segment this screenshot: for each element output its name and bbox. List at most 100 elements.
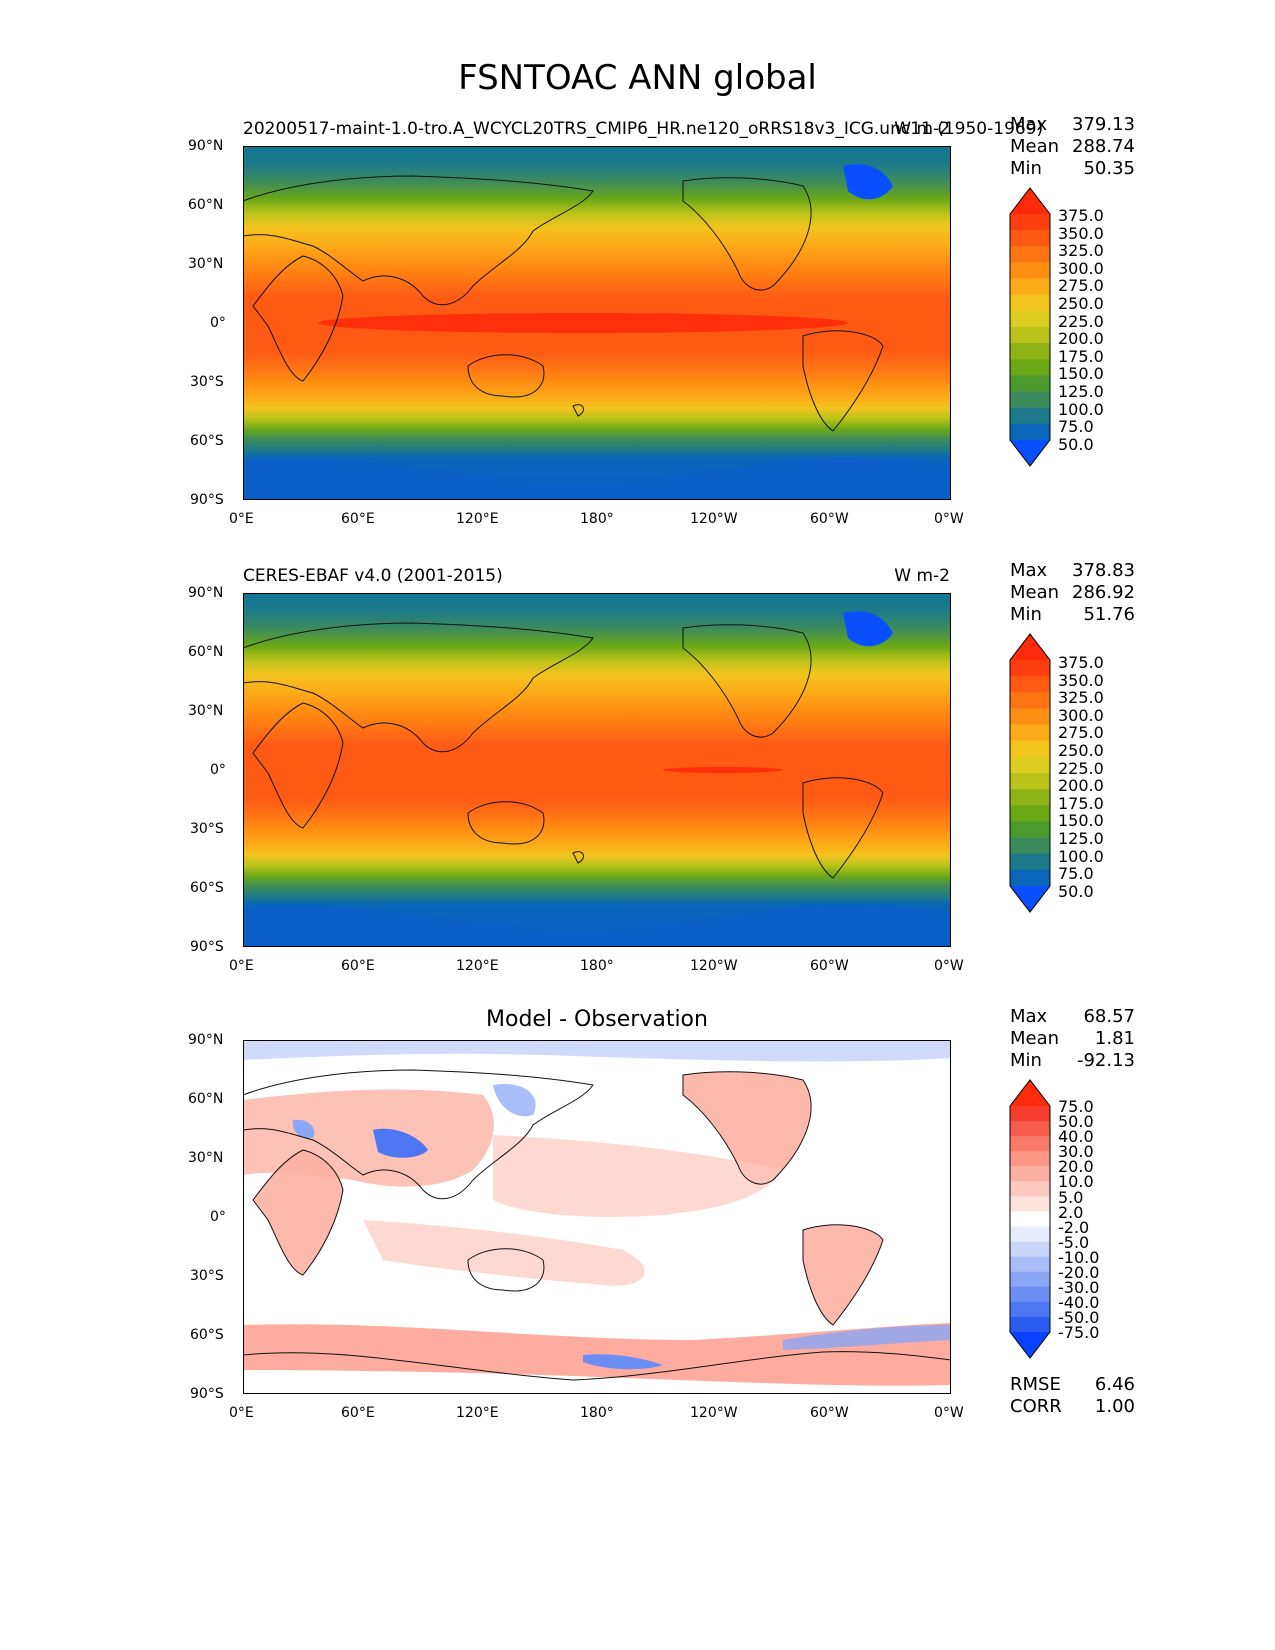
itcz-band: [318, 313, 848, 333]
y-tick-label: 60°S: [190, 880, 224, 896]
colorbar-swatch: [1010, 230, 1050, 247]
stat-value: 68.57: [1083, 1006, 1135, 1027]
colorbar-swatch: [1010, 1136, 1050, 1152]
map-frame: [243, 593, 951, 947]
x-tick-label: 60°W: [810, 511, 849, 527]
colorbar-swatch: [1010, 837, 1050, 855]
colorbar-swatch: [1010, 853, 1050, 871]
y-tick-label: 90°N: [188, 1032, 224, 1048]
colorbar-label: 50.0: [1058, 1112, 1094, 1132]
colorbar-label: 125.0: [1058, 381, 1104, 401]
colorbar-swatch: [1010, 407, 1050, 425]
panel-3-extra-stats: RMSE 6.46 CORR 1.00: [1010, 1374, 1135, 1418]
colorbar-swatch: [1010, 1241, 1050, 1258]
colorbar-outline: [1009, 187, 1051, 467]
y-tick-label: 30°N: [188, 703, 224, 719]
colorbar-swatch: [1010, 692, 1050, 709]
colorbar-label: 175.0: [1058, 346, 1104, 366]
colorbar-swatch: [1010, 1256, 1050, 1273]
colorbar-label: 375.0: [1058, 653, 1104, 672]
colorbar-swatch: [1010, 1211, 1050, 1228]
y-tick-label: 30°S: [190, 374, 224, 390]
colorbar-swatch: [1010, 1166, 1050, 1182]
stat-value: 1.81: [1094, 1028, 1135, 1049]
colorbar-extend-bottom: [1010, 886, 1050, 912]
x-tick-label: 180°: [580, 1405, 614, 1421]
stat-value: 6.46: [1094, 1374, 1135, 1395]
x-tick-label: 0°W: [934, 958, 964, 974]
x-tick-label: 120°W: [690, 958, 738, 974]
y-tick-label: 90°N: [188, 585, 224, 601]
colorbar-label: 75.0: [1058, 417, 1094, 437]
colorbar-label: -30.0: [1058, 1278, 1100, 1298]
x-tick-label: 60°W: [810, 958, 849, 974]
y-tick-label: 30°S: [190, 1268, 224, 1284]
colorbar-swatch: [1010, 789, 1050, 806]
colorbar-swatch: [1010, 359, 1050, 376]
x-tick-label: 180°: [580, 511, 614, 527]
x-tick-label: 120°E: [456, 958, 499, 974]
colorbar-label: 350.0: [1058, 670, 1104, 690]
itcz-band: [663, 767, 783, 773]
colorbar-swatch: [1010, 262, 1050, 280]
x-tick-label: 0°E: [229, 511, 254, 527]
colorbar-swatch: [1010, 327, 1050, 344]
colorbar-swatch: [1010, 423, 1050, 441]
colorbar-label: -40.0: [1058, 1293, 1100, 1313]
colorbar-swatch: [1010, 660, 1050, 677]
antarctica: [243, 457, 951, 500]
panel-1-stats: Max 379.13 Mean 288.74 Min 50.35: [1010, 114, 1135, 180]
y-tick-label: 90°S: [190, 492, 224, 508]
colorbar-label: 300.0: [1058, 705, 1104, 725]
panel-1-title-right: W m-2: [894, 119, 950, 139]
panel-3-colorbar-labels: 75.0 50.0 40.0 30.0 20.0 10.0 5.0 2.0 -2…: [1058, 1098, 1100, 1341]
y-tick-label: 60°S: [190, 433, 224, 449]
x-tick-label: 60°E: [341, 958, 375, 974]
y-tick-label: 30°N: [188, 256, 224, 272]
y-tick-label: 60°N: [188, 197, 224, 213]
colorbar-label: 5.0: [1058, 1187, 1084, 1207]
colorbar-swatch: [1010, 1286, 1050, 1303]
colorbar-label: -2.0: [1058, 1217, 1090, 1237]
antarctica: [243, 904, 951, 947]
colorbar-label: 40.0: [1058, 1127, 1094, 1147]
panel-2-title-left: CERES-EBAF v4.0 (2001-2015): [243, 566, 503, 586]
colorbar-label: 375.0: [1058, 206, 1104, 225]
colorbar-label: 100.0: [1058, 846, 1104, 866]
colorbar-swatch: [1010, 278, 1050, 296]
stat-value: 379.13: [1072, 114, 1135, 135]
colorbar-label: -10.0: [1058, 1247, 1100, 1267]
stat-label: Max: [1010, 114, 1048, 135]
stat-value: 50.35: [1083, 158, 1135, 179]
x-tick-label: 0°W: [934, 1405, 964, 1421]
x-tick-label: 120°E: [456, 1405, 499, 1421]
colorbar-swatch: [1010, 869, 1050, 887]
panel-1-title-left: 20200517-maint-1.0-tro.A_WCYCL20TRS_CMIP…: [243, 119, 1044, 139]
colorbar-label: 225.0: [1058, 311, 1104, 331]
colorbar-label: 225.0: [1058, 758, 1104, 778]
colorbar-label: 300.0: [1058, 258, 1104, 278]
stat-value: 286.92: [1072, 582, 1135, 603]
colorbar-label: -20.0: [1058, 1263, 1100, 1283]
colorbar-swatch: [1010, 214, 1050, 231]
y-tick-label: 0°: [210, 1209, 226, 1225]
panel-2-colorbar-labels: 375.0 350.0 325.0 300.0 275.0 250.0 225.…: [1058, 654, 1104, 900]
colorbar-swatch: [1010, 1106, 1050, 1122]
panel-1-colorbar: [1009, 187, 1051, 467]
colorbar-swatch: [1010, 756, 1050, 774]
colorbar-label: 200.0: [1058, 776, 1104, 796]
panel-3-stats: Max 68.57 Mean 1.81 Min -92.13: [1010, 1006, 1135, 1072]
colorbar-label: 50.0: [1058, 434, 1094, 454]
colorbar-label: 75.0: [1058, 864, 1094, 884]
stat-label: Min: [1010, 158, 1042, 179]
field-background: [243, 593, 951, 947]
colorbar-label: 10.0: [1058, 1172, 1094, 1192]
panel-3-title: Model - Observation: [486, 1007, 708, 1032]
colorbar-swatch: [1010, 391, 1050, 409]
y-tick-label: 60°S: [190, 1327, 224, 1343]
colorbar-label: 150.0: [1058, 364, 1104, 384]
colorbar-swatch: [1010, 1301, 1050, 1318]
colorbar-swatch: [1010, 343, 1050, 360]
map-frame: [243, 1040, 951, 1394]
stat-label: Mean: [1010, 582, 1060, 603]
